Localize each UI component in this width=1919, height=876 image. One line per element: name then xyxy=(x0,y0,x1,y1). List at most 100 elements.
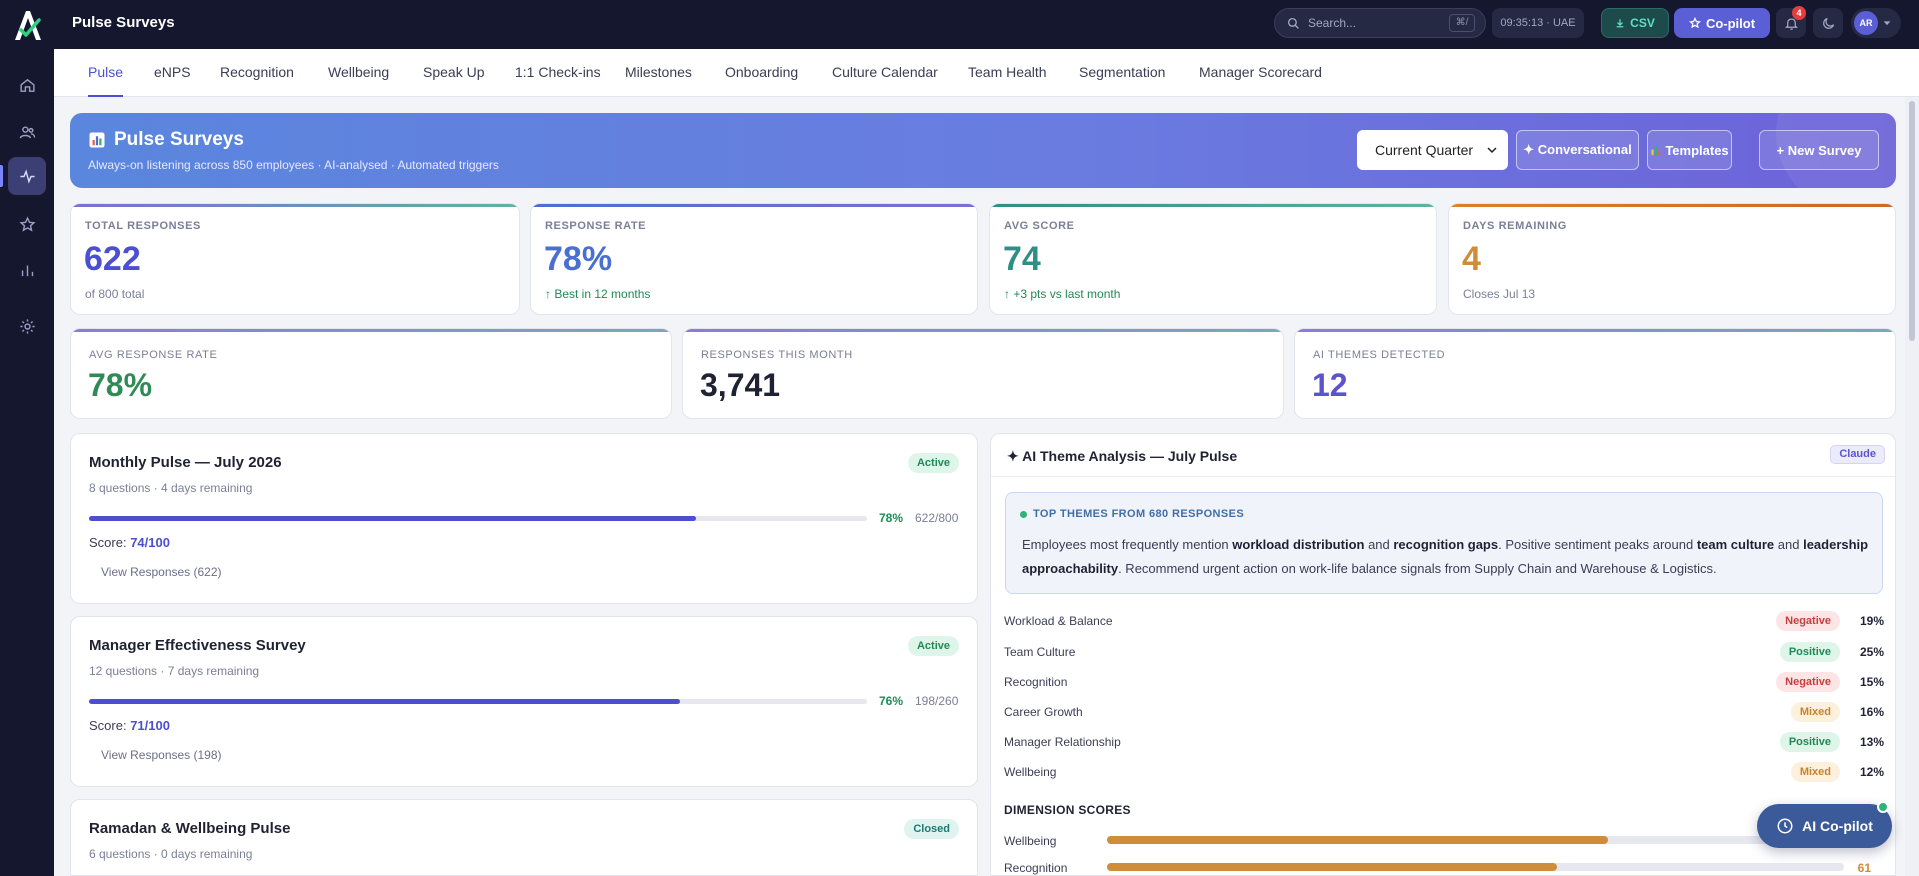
summary-segment: . Recommend urgent action on work-life b… xyxy=(1118,561,1717,576)
search-input[interactable] xyxy=(1308,16,1438,30)
tab-team-health[interactable]: Team Health xyxy=(968,64,1047,80)
theme-row: Team Culture Positive 25% xyxy=(1004,641,1884,663)
sidebar-item-recognition[interactable] xyxy=(8,205,46,243)
templates-button[interactable]: Templates xyxy=(1647,130,1732,170)
scroll-thumb[interactable] xyxy=(1909,101,1915,341)
sidebar-item-analytics[interactable] xyxy=(8,251,46,289)
kpi-accent-bar xyxy=(71,329,671,332)
kpi-value: 78% xyxy=(88,367,153,403)
theme-toggle-button[interactable] xyxy=(1813,8,1843,38)
sidebar-item-settings[interactable] xyxy=(8,307,46,345)
kpi-sub: ↑ Best in 12 months xyxy=(545,287,651,301)
sidebar-item-pulse[interactable] xyxy=(0,157,46,195)
copilot-clock-icon xyxy=(1777,818,1793,834)
sentiment-badge: Negative xyxy=(1776,672,1840,692)
sidebar-item-home[interactable] xyxy=(8,66,46,104)
dimension-name: Recognition xyxy=(1004,861,1068,875)
banner-decoration xyxy=(1776,113,1896,188)
fab-label: AI Co-pilot xyxy=(1802,818,1873,834)
tab-milestones[interactable]: Milestones xyxy=(625,64,692,80)
bell-icon xyxy=(1784,17,1798,30)
sidebar-item-people[interactable] xyxy=(8,113,46,151)
view-responses-button[interactable]: View Responses (198) xyxy=(101,748,222,762)
sentiment-badge: Positive xyxy=(1779,732,1840,752)
notification-count-badge: 4 xyxy=(1792,6,1806,20)
summary-segment: Employees most frequently mention xyxy=(1022,537,1233,552)
theme-percent: 16% xyxy=(1859,705,1884,719)
dimension-track xyxy=(1107,836,1844,844)
page-scrollbar[interactable] xyxy=(1905,97,1919,876)
tab-segmentation[interactable]: Segmentation xyxy=(1079,64,1166,80)
kpi-ai-themes: AI THEMES DETECTED 12 xyxy=(1294,328,1896,419)
survey-score-value: 74/100 xyxy=(130,535,170,550)
tab-enps[interactable]: eNPS xyxy=(154,64,191,80)
survey-card-ramadan-wellbeing[interactable]: Ramadan & Wellbeing Pulse 6 questions · … xyxy=(70,799,978,876)
csv-export-button[interactable]: CSV xyxy=(1601,8,1669,38)
dimension-value: 61 xyxy=(1857,861,1871,875)
download-icon xyxy=(1616,19,1624,28)
search-box[interactable]: ⌘/ xyxy=(1274,8,1486,38)
tab-speak-up[interactable]: Speak Up xyxy=(423,64,485,80)
dimension-fill xyxy=(1107,863,1557,871)
theme-name: Team Culture xyxy=(1004,645,1076,659)
conversational-button[interactable]: ✦ Conversational xyxy=(1516,130,1639,170)
kpi-value: 3,741 xyxy=(700,367,781,403)
kpi-accent-bar xyxy=(990,204,1436,207)
kpi-label: DAYS REMAINING xyxy=(1463,220,1567,232)
kpi-accent-bar xyxy=(1295,329,1895,332)
survey-card-monthly-pulse[interactable]: Monthly Pulse — July 2026 8 questions · … xyxy=(70,433,978,604)
templates-label: Templates xyxy=(1665,142,1729,158)
tab-recognition[interactable]: Recognition xyxy=(220,64,294,80)
survey-score-label: Score: xyxy=(89,718,127,733)
tab-manager-scorecard[interactable]: Manager Scorecard xyxy=(1199,64,1322,80)
tab-pulse[interactable]: Pulse xyxy=(88,49,124,97)
tab-culture-calendar[interactable]: Culture Calendar xyxy=(832,64,938,80)
avatar: AR xyxy=(1854,11,1878,35)
kpi-avg-response-rate: AVG RESPONSE RATE 78% xyxy=(70,328,672,419)
view-responses-button[interactable]: View Responses (622) xyxy=(101,565,222,579)
kpi-sub: ↑ +3 pts vs last month xyxy=(1004,287,1121,301)
chart-emoji-icon xyxy=(89,132,105,148)
kpi-sub: Closes Jul 13 xyxy=(1463,287,1536,301)
kpi-label: AVG SCORE xyxy=(1004,220,1075,232)
survey-response-count: 198/260 xyxy=(915,694,959,708)
page-subtitle: Always-on listening across 850 employees… xyxy=(88,158,499,172)
summary-highlight: leadership approachability xyxy=(1022,537,1869,576)
chevron-down-icon xyxy=(1883,21,1891,26)
kpi-value: 4 xyxy=(1462,240,1481,278)
gear-icon xyxy=(19,318,35,334)
status-badge: Active xyxy=(907,636,959,656)
user-menu[interactable]: AR xyxy=(1851,8,1901,38)
new-survey-button[interactable]: + New Survey xyxy=(1759,130,1879,170)
copilot-button[interactable]: Co-pilot xyxy=(1674,8,1770,38)
users-icon xyxy=(19,125,35,138)
theme-name: Wellbeing xyxy=(1004,765,1057,779)
tab-checkins[interactable]: 1:1 Check-ins xyxy=(515,64,601,80)
notifications-button[interactable]: 4 xyxy=(1776,6,1806,38)
kpi-value: 78% xyxy=(544,240,613,278)
status-dot-icon xyxy=(1020,510,1027,518)
copilot-label: Co-pilot xyxy=(1705,15,1756,31)
survey-response-count: 622/800 xyxy=(915,511,959,525)
survey-meta: 8 questions · 4 days remaining xyxy=(89,481,253,495)
online-indicator xyxy=(1877,801,1889,813)
theme-percent: 19% xyxy=(1859,614,1884,628)
summary-highlight: team culture xyxy=(1696,537,1775,552)
survey-score: Score: 71/100 xyxy=(89,718,170,733)
survey-card-manager-effectiveness[interactable]: Manager Effectiveness Survey 12 question… xyxy=(70,616,978,787)
model-badge: Claude xyxy=(1830,445,1885,464)
status-badge: Closed xyxy=(904,819,959,839)
period-select[interactable]: Current Quarter xyxy=(1357,130,1508,170)
kpi-avg-score: AVG SCORE 74 ↑ +3 pts vs last month xyxy=(989,203,1437,315)
survey-progress-bar xyxy=(89,699,867,704)
ai-summary-box: TOP THEMES FROM 680 RESPONSES Employees … xyxy=(1005,492,1883,594)
ai-copilot-fab[interactable]: AI Co-pilot xyxy=(1757,801,1892,848)
survey-title: Manager Effectiveness Survey xyxy=(89,637,306,654)
page-title-text: Pulse Surveys xyxy=(114,129,244,150)
moon-icon xyxy=(1822,17,1834,29)
app-logo-icon[interactable] xyxy=(12,8,44,42)
period-select-value: Current Quarter xyxy=(1375,142,1474,158)
tab-onboarding[interactable]: Onboarding xyxy=(725,64,799,80)
dimension-row: Wellbeing 68 xyxy=(1004,832,1884,850)
tab-wellbeing[interactable]: Wellbeing xyxy=(328,64,390,80)
